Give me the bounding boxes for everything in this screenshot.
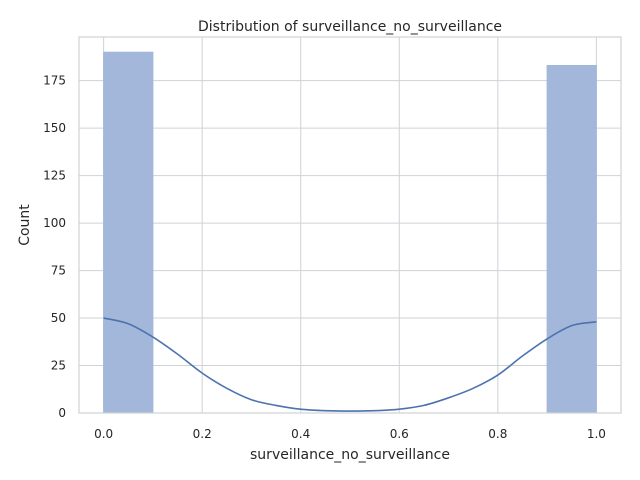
histogram-bar-1 xyxy=(546,64,597,414)
plot-frame xyxy=(78,36,622,414)
x-tick-label: 0.4 xyxy=(291,427,310,441)
y-tick-label: 75 xyxy=(51,264,66,278)
x-tick-label: 0.2 xyxy=(193,427,212,441)
y-tick-label: 100 xyxy=(43,216,66,230)
y-tick-label: 25 xyxy=(51,359,66,373)
x-tick-label: 1.0 xyxy=(587,427,606,441)
x-tick-label: 0.0 xyxy=(94,427,113,441)
y-tick-label: 0 xyxy=(58,406,66,420)
y-tick-label: 50 xyxy=(51,311,66,325)
kde-curve-layer xyxy=(103,317,597,412)
grid-lines xyxy=(79,37,621,414)
x-tick-label: 0.8 xyxy=(488,427,507,441)
kde-curve xyxy=(103,317,597,412)
chart-title: Distribution of surveillance_no_surveill… xyxy=(198,19,502,35)
y-tick-label: 150 xyxy=(43,121,66,135)
x-axis-label: surveillance_no_surveillance xyxy=(250,447,450,463)
y-tick-labels: 0 25 50 75 100 125 150 175 xyxy=(43,74,66,420)
histogram-bar-0 xyxy=(103,51,154,414)
y-tick-label: 125 xyxy=(43,169,66,183)
x-tick-labels: 0.0 0.2 0.4 0.6 0.8 1.0 xyxy=(94,427,606,441)
x-tick-label: 0.6 xyxy=(390,427,409,441)
histogram-bars xyxy=(103,51,597,414)
y-axis-label: Count xyxy=(17,204,33,246)
y-tick-label: 175 xyxy=(43,74,66,88)
